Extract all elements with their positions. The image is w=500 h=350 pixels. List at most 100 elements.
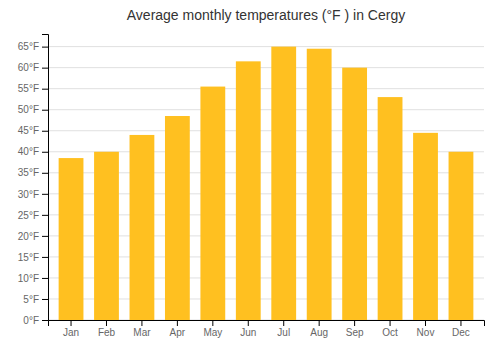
title: Average monthly temperatures (°F ) in Ce… — [127, 7, 405, 23]
y-axis: 0°F 5°F 10°F 15°F 20°F 25°F 30°F 35°F 40°F 45°F 50… — [18, 35, 49, 326]
y-tick: 35°F — [18, 167, 48, 178]
y-tick-mark — [42, 68, 48, 69]
x-tick-mark — [248, 320, 249, 326]
grid-line — [48, 109, 484, 110]
x-tick-label: Dec — [452, 327, 470, 338]
x-tick: Nov — [417, 320, 435, 338]
y-tick-label: 0°F — [23, 315, 39, 326]
y-tick-label: 30°F — [18, 189, 39, 200]
y-tick: 25°F — [18, 210, 48, 221]
y-tick: 55°F — [18, 83, 48, 94]
bar — [236, 61, 261, 320]
x-tick-label: Sep — [346, 327, 364, 338]
y-tick-mark — [42, 299, 48, 300]
x-tick: Dec — [452, 320, 470, 338]
x-tick: Aug — [310, 320, 328, 338]
grid-line — [48, 130, 484, 131]
x-tick-mark — [425, 320, 426, 326]
y-tick-mark — [42, 320, 48, 321]
y-tick-label: 45°F — [18, 125, 39, 136]
bar — [59, 158, 84, 320]
x-tick-mark — [71, 320, 72, 326]
bar — [342, 68, 367, 320]
x-tick: Jul — [277, 320, 290, 338]
x-tick-mark — [212, 320, 213, 326]
y-tick-label: 5°F — [23, 294, 39, 305]
y-tick: 0°F — [23, 315, 48, 326]
y-tick: 40°F — [18, 146, 48, 157]
bars — [59, 47, 474, 320]
x-tick-label: Aug — [310, 327, 328, 338]
y-tick: 20°F — [18, 231, 48, 242]
bar — [94, 152, 119, 320]
plot-area: 0°F 5°F 10°F 15°F 20°F 25°F 30°F 35°F 40°F 45°F 50… — [18, 35, 485, 339]
x-tick-mark — [141, 320, 142, 326]
bar — [271, 47, 296, 320]
x-tick-label: May — [203, 327, 222, 338]
x-tick: Feb — [98, 320, 116, 338]
x-tick-label: Apr — [170, 327, 186, 338]
y-tick-label: 35°F — [18, 167, 39, 178]
bar — [165, 116, 190, 320]
y-tick-mark — [42, 194, 48, 195]
x-tick: May — [203, 320, 222, 338]
y-tick-mark — [42, 278, 48, 279]
grid-line — [48, 88, 484, 89]
x-tick-mark — [177, 320, 178, 326]
x-tick: Apr — [170, 320, 186, 338]
x-tick-mark — [319, 320, 320, 326]
x-axis-line — [49, 321, 485, 327]
y-tick-label: 20°F — [18, 231, 39, 242]
y-tick-mark — [42, 257, 48, 258]
y-tick: 10°F — [18, 273, 48, 284]
bar — [307, 49, 332, 320]
y-tick: 30°F — [18, 189, 48, 200]
x-tick-mark — [106, 320, 107, 326]
y-tick-mark — [42, 131, 48, 132]
y-tick: 60°F — [18, 62, 48, 73]
y-tick: 15°F — [18, 252, 48, 263]
y-tick-mark — [42, 47, 48, 48]
y-tick: 5°F — [23, 294, 48, 305]
y-tick-mark — [42, 152, 48, 153]
grid-line — [48, 67, 484, 68]
y-tick: 50°F — [18, 104, 48, 115]
x-tick-mark — [354, 320, 355, 326]
chart: 0°F 5°F 10°F 15°F 20°F 25°F 30°F 35°F 40°F 45°F 50… — [0, 0, 500, 350]
x-axis: Jan Feb Mar Apr May Jun Jul Aug Sep Oct Nov Dec — [49, 320, 485, 338]
x-tick: Oct — [382, 320, 398, 338]
y-tick: 45°F — [18, 125, 48, 136]
y-axis-line — [42, 35, 49, 321]
y-tick-label: 50°F — [18, 104, 39, 115]
y-tick-mark — [42, 110, 48, 111]
x-tick-mark — [283, 320, 284, 326]
x-tick-mark — [460, 320, 461, 326]
y-tick-label: 65°F — [18, 41, 39, 52]
x-tick-label: Jan — [63, 327, 79, 338]
y-tick-mark — [42, 89, 48, 90]
y-tick-mark — [42, 173, 48, 174]
y-tick-label: 40°F — [18, 146, 39, 157]
y-tick-label: 10°F — [18, 273, 39, 284]
x-tick: Mar — [133, 320, 151, 338]
grid-line — [48, 46, 484, 47]
bar — [130, 135, 155, 320]
bar — [413, 133, 438, 320]
y-tick-mark — [42, 236, 48, 237]
x-tick: Jan — [63, 320, 79, 338]
x-tick-mark — [390, 320, 391, 326]
bar — [200, 87, 225, 320]
x-tick-label: Oct — [382, 327, 398, 338]
y-tick-label: 60°F — [18, 62, 39, 73]
y-tick-label: 55°F — [18, 83, 39, 94]
x-tick-label: Jun — [240, 327, 256, 338]
grid — [48, 47, 484, 320]
x-tick: Sep — [346, 320, 364, 338]
y-tick-mark — [42, 215, 48, 216]
x-tick-label: Feb — [98, 327, 116, 338]
y-tick-label: 25°F — [18, 210, 39, 221]
x-tick-label: Jul — [277, 327, 290, 338]
x-tick-label: Mar — [133, 327, 151, 338]
x-tick-label: Nov — [417, 327, 435, 338]
x-tick: Jun — [240, 320, 256, 338]
